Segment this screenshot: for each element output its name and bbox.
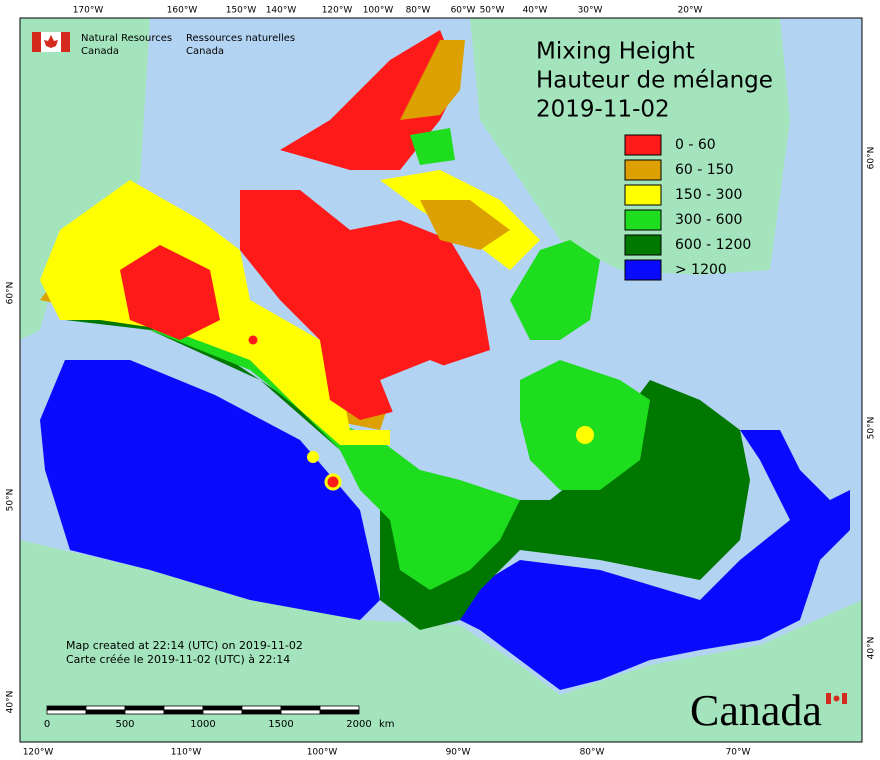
- maple-leaf: [44, 35, 58, 48]
- scale-segment: [319, 709, 360, 715]
- scale-segment: [202, 709, 243, 715]
- graticule-label: 100°W: [363, 6, 394, 16]
- zone-green-west: [150, 320, 520, 590]
- scale-segment: [163, 705, 204, 711]
- graticule-label: 60°N: [867, 147, 877, 170]
- legend-swatch: [624, 159, 662, 181]
- legend-label: 60 - 150: [675, 162, 734, 178]
- footer-note: Carte créée le 2019-11-02 (UTC) à 22:14: [66, 653, 290, 666]
- legend-swatch: [624, 259, 662, 281]
- footer-note: Map created at 22:14 (UTC) on 2019-11-02: [66, 639, 303, 652]
- scale-label: 1000: [190, 719, 215, 730]
- spot: [245, 332, 261, 348]
- graticule-label: 50°W: [480, 6, 505, 16]
- scale-label: 500: [115, 719, 134, 730]
- zone-green-quebec: [520, 360, 650, 490]
- zone-dark-green: [65, 300, 750, 630]
- graticule-label: 110°W: [171, 748, 202, 758]
- title-line: Hauteur de mélange: [536, 68, 773, 94]
- graticule-label: 50°N: [867, 417, 877, 440]
- zone-blue-west: [40, 360, 380, 620]
- wordmark-flag: [826, 693, 847, 704]
- graticule-label: 160°W: [167, 6, 198, 16]
- scale-segment: [280, 705, 321, 711]
- title-line: Mixing Height: [536, 39, 695, 65]
- legend-label: 150 - 300: [675, 187, 742, 203]
- usa: [20, 540, 862, 742]
- spot: [307, 451, 319, 463]
- hudson-bay: [380, 360, 500, 470]
- scale-label: 1500: [268, 719, 293, 730]
- graticule-label: 40°N: [6, 691, 16, 714]
- zone-orange-islands: [420, 200, 510, 250]
- scale-segment: [319, 705, 360, 711]
- zone-orange-ellesmere: [400, 40, 465, 120]
- legend-label: 0 - 60: [675, 137, 716, 153]
- scale-segment: [85, 705, 126, 711]
- graticule-label: 80°W: [406, 6, 431, 16]
- legend-swatch: [624, 209, 662, 231]
- graticule-label: 60°N: [6, 282, 16, 305]
- legend-label: > 1200: [675, 262, 727, 278]
- scale-segment: [46, 705, 87, 711]
- graticule-label: 100°W: [307, 748, 338, 758]
- graticule-label: 90°W: [446, 748, 471, 758]
- graticule-label: 150°W: [226, 6, 257, 16]
- scale-segment: [85, 709, 126, 715]
- maple-leaf: [833, 695, 840, 702]
- zone-blue-east: [460, 430, 850, 690]
- title-line: 2019-11-02: [536, 97, 670, 123]
- graticule-label: 70°W: [726, 748, 751, 758]
- scale-label: 0: [44, 719, 50, 730]
- legend-swatch: [624, 184, 662, 206]
- scale-segment: [124, 709, 165, 715]
- graticule-label: 120°W: [23, 748, 54, 758]
- scale-label: 2000: [346, 719, 371, 730]
- flag-bar: [32, 32, 41, 52]
- annotations: Natural Resources Canada Ressources nature…: [6, 6, 877, 758]
- spot: [324, 473, 342, 491]
- graticule-label: 120°W: [322, 6, 353, 16]
- scale-segment: [124, 705, 165, 711]
- wordmark: Canada: [690, 686, 822, 735]
- flag-bar: [61, 32, 70, 52]
- spot: [576, 426, 594, 444]
- flag-bar: [842, 693, 847, 704]
- legend-swatch: [624, 134, 662, 156]
- graticule-label: 140°W: [266, 6, 297, 16]
- agency-fr: Ressources naturelles: [186, 33, 295, 44]
- zone-green-labrador: [510, 240, 600, 340]
- graticule-label: 40°N: [867, 637, 877, 660]
- graticule-label: 60°W: [451, 6, 476, 16]
- graticule-label: 170°W: [73, 6, 104, 16]
- flag-bar: [826, 693, 831, 704]
- legend-label: 300 - 600: [675, 212, 742, 228]
- legend-swatch: [624, 234, 662, 256]
- frame: [19, 17, 863, 743]
- scale-segment: [163, 709, 204, 715]
- legend-label: 600 - 1200: [675, 237, 751, 253]
- agency-fr: Canada: [186, 46, 224, 57]
- agency-en: Canada: [81, 46, 119, 57]
- scale-segment: [241, 709, 282, 715]
- scale-segment: [280, 709, 321, 715]
- zone-red-yukon: [120, 245, 220, 340]
- scale-segment: [241, 705, 282, 711]
- nrcan-logo: [32, 32, 70, 52]
- scale-segment: [46, 709, 87, 715]
- scale-unit: km: [379, 719, 395, 730]
- agency-en: Natural Resources: [81, 33, 172, 44]
- graticule-label: 30°W: [578, 6, 603, 16]
- graticule-label: 40°W: [523, 6, 548, 16]
- graticule-label: 20°W: [678, 6, 703, 16]
- graticule-label: 80°W: [580, 748, 605, 758]
- scale-segment: [202, 705, 243, 711]
- graticule-label: 50°N: [6, 489, 16, 512]
- zone-green-devon: [410, 128, 455, 165]
